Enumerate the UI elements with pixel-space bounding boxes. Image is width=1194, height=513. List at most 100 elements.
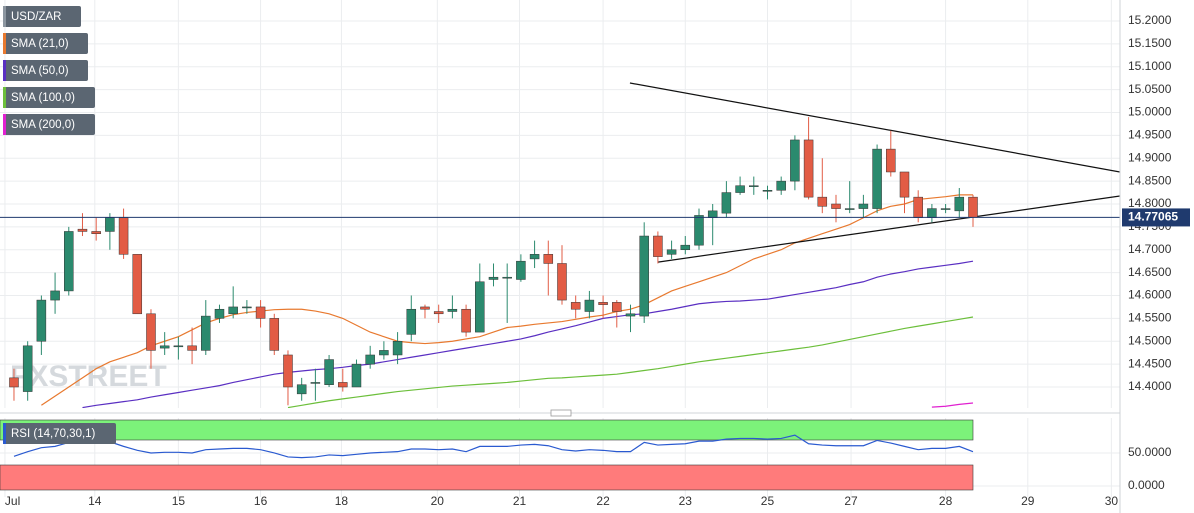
candle-body: [296, 384, 307, 395]
candle-body: [310, 382, 321, 384]
panel-resize-handle[interactable]: [550, 409, 572, 417]
candle-body: [927, 208, 937, 218]
y-tick-label: 14.9500: [1128, 128, 1172, 142]
candle-body: [433, 311, 444, 315]
candle-body: [543, 254, 554, 264]
candle-body: [214, 308, 225, 319]
candle-body: [817, 196, 828, 207]
legend-label: SMA (200,0): [11, 119, 75, 131]
trendline: [629, 82, 1120, 173]
price-plot: [0, 82, 1120, 408]
series-line: [82, 260, 974, 408]
last-price-box: [1122, 208, 1190, 227]
candle-body: [283, 354, 293, 388]
candle-body: [735, 185, 745, 193]
candle-body: [22, 345, 33, 392]
candle-body: [173, 345, 184, 348]
candle-body: [64, 231, 74, 292]
candle-body: [529, 254, 540, 260]
series-line: [287, 316, 974, 408]
candle-body: [132, 254, 143, 315]
legend-label: SMA (50,0): [11, 65, 69, 77]
x-tick-label: 23: [679, 494, 693, 508]
candle-body: [721, 192, 732, 214]
candle-body: [324, 359, 334, 385]
candle-body: [707, 210, 718, 218]
legend-swatch: [3, 87, 6, 108]
legend-label: USD/ZAR: [11, 11, 61, 23]
y-tick-label: 15.2000: [1128, 13, 1172, 27]
y-tick-label: 15.1000: [1128, 59, 1172, 73]
candle-body: [502, 276, 512, 279]
candle-body: [447, 308, 458, 312]
y-tick-label: 14.5500: [1128, 311, 1172, 325]
candle-body: [50, 290, 60, 301]
y-tick-label: 14.9000: [1128, 150, 1172, 164]
legend-label: RSI (14,70,30,1): [11, 428, 96, 440]
candle-body: [488, 276, 499, 280]
candle-body: [406, 308, 417, 335]
candle-body: [379, 350, 389, 356]
candle-body: [858, 203, 869, 209]
legend-swatch: [3, 114, 6, 135]
candle-body: [749, 185, 759, 187]
candle-body: [9, 377, 19, 388]
candle-body: [255, 306, 266, 319]
x-tick-label: 14: [88, 494, 102, 508]
rsi-oversold-band: [0, 464, 974, 491]
candle-body: [680, 244, 691, 251]
candle-body: [954, 196, 965, 212]
y-tick-label: 15.0500: [1128, 82, 1172, 96]
legend-swatch: [3, 6, 6, 27]
candle-body: [146, 313, 156, 351]
x-tick-label: 22: [596, 494, 610, 508]
candle-body: [790, 139, 800, 182]
candle-body: [913, 196, 923, 218]
last-price-label: 14.77065: [1128, 210, 1178, 224]
candle-body: [666, 249, 677, 255]
axes: 14.4000 14.4500 14.5000 14.5500 14.6000 14.65…: [5, 13, 1190, 508]
candle-body: [886, 148, 896, 173]
candle-body: [776, 180, 786, 191]
rsi-overbought-band: [0, 419, 974, 441]
y-tick-label: 14.4500: [1128, 356, 1172, 370]
candle-body: [338, 382, 348, 388]
y-tick-label: 14.8500: [1128, 173, 1172, 187]
candle-body: [91, 231, 101, 234]
candle-body: [392, 341, 403, 356]
candle-body: [475, 281, 485, 333]
x-tick-label: 30: [1105, 494, 1119, 508]
series-line: [41, 194, 973, 406]
legend-box: [3, 60, 88, 81]
legend-swatch: [3, 423, 6, 444]
legend-label: SMA (21,0): [11, 38, 69, 50]
candle-body: [940, 208, 951, 210]
x-tick-label: 20: [431, 494, 445, 508]
x-tick-label: 27: [844, 494, 858, 508]
watermark: FXSTREET: [10, 360, 167, 393]
legend-box: [3, 33, 88, 54]
candle-body: [803, 139, 814, 198]
legend-swatch: [3, 60, 6, 81]
candle-body: [461, 308, 471, 333]
candle-body: [365, 354, 375, 365]
candle-body: [570, 302, 581, 310]
candle-body: [584, 299, 595, 312]
x-tick-label: 28: [939, 494, 953, 508]
trendline: [657, 195, 1120, 263]
legend: USD/ZAR SMA (21,0) SMA (50,0) SMA (100,0) SM…: [3, 6, 116, 444]
series-line: [931, 402, 974, 408]
y-tick-label: 14.6000: [1128, 288, 1172, 302]
legend-box: [3, 87, 95, 108]
candle-body: [872, 148, 882, 209]
candle-body: [831, 203, 841, 209]
candle-body: [844, 208, 855, 210]
candle-body: [187, 345, 197, 351]
candle-body: [598, 302, 608, 305]
candle-body: [201, 315, 211, 351]
legend-box: [3, 114, 95, 135]
x-tick-label: Jul: [5, 494, 20, 508]
x-tick-label: 21: [513, 494, 527, 508]
candle-body: [420, 306, 430, 310]
